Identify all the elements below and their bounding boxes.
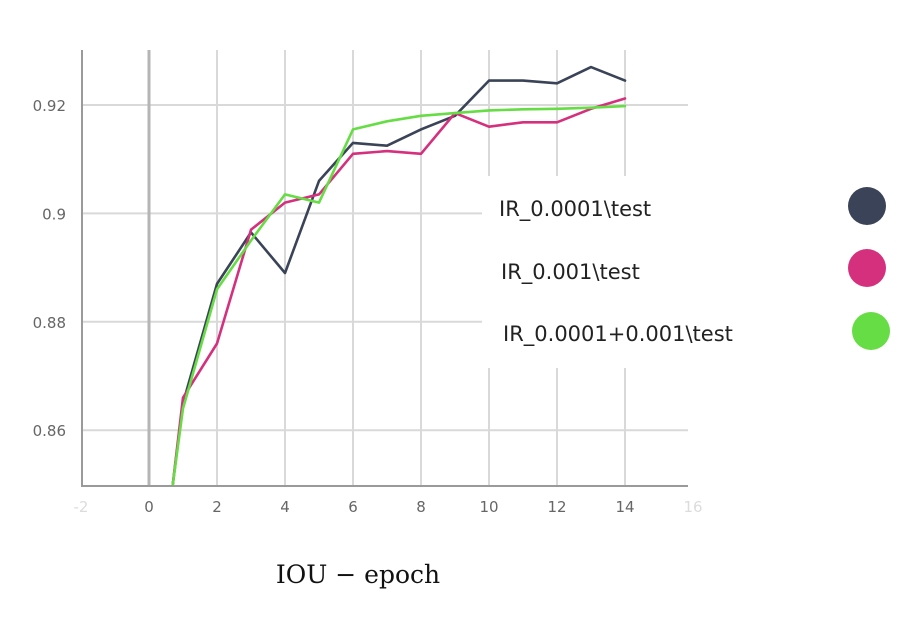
- legend-marker-2: [848, 249, 886, 287]
- legend: IR_0.0001\test IR_0.001\test IR_0.0001+0.0…: [482, 176, 890, 368]
- x-tick-label: 4: [280, 498, 290, 516]
- y-tick-label: 0.86: [33, 422, 66, 440]
- tick-labels: 0.86 0.88 0.9 0.92 -2 0 2 4 6 8 10 12 14 16: [33, 97, 703, 516]
- series-line-2: [171, 97, 627, 486]
- legend-label-1: IR_0.0001\test: [499, 197, 651, 222]
- series-line-1: [171, 65, 627, 486]
- x-tick-label: 8: [416, 498, 426, 516]
- legend-marker-1: [848, 187, 886, 225]
- x-tick-label: 10: [479, 498, 498, 516]
- x-tick-label: 16: [683, 498, 702, 516]
- series-lines: [171, 65, 627, 486]
- axes: [81, 50, 688, 487]
- chart-caption: IOU − epoch: [276, 560, 440, 589]
- legend-label-3: IR_0.0001+0.001\test: [503, 322, 733, 347]
- legend-panel: [482, 176, 692, 368]
- x-tick-label: -2: [74, 498, 89, 516]
- x-tick-label: 2: [212, 498, 222, 516]
- legend-label-2: IR_0.001\test: [501, 260, 640, 285]
- x-tick-label: 12: [547, 498, 566, 516]
- y-tick-label: 0.88: [33, 314, 66, 332]
- x-tick-label: 0: [144, 498, 154, 516]
- series-line-3: [171, 104, 627, 486]
- legend-marker-3: [852, 312, 890, 350]
- x-tick-label: 14: [615, 498, 634, 516]
- x-tick-label: 6: [348, 498, 358, 516]
- y-tick-label: 0.9: [42, 205, 66, 223]
- y-tick-label: 0.92: [33, 97, 66, 115]
